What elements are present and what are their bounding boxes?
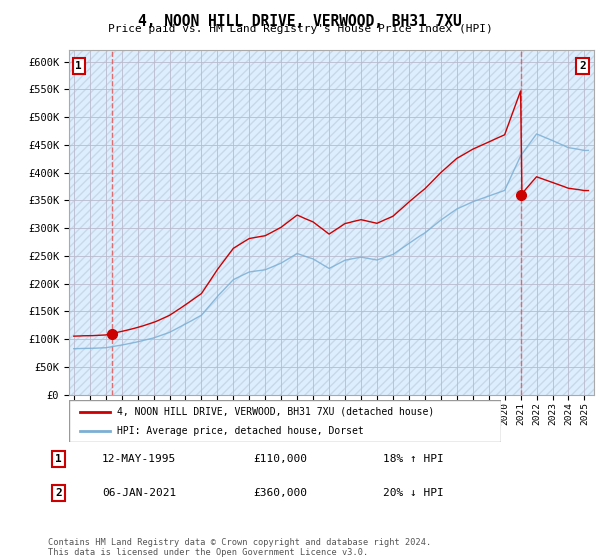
Text: 4, NOON HILL DRIVE, VERWOOD, BH31 7XU (detached house): 4, NOON HILL DRIVE, VERWOOD, BH31 7XU (d…: [116, 407, 434, 417]
Text: 18% ↑ HPI: 18% ↑ HPI: [383, 454, 443, 464]
Text: 2: 2: [55, 488, 62, 498]
Text: 1: 1: [55, 454, 62, 464]
Text: 06-JAN-2021: 06-JAN-2021: [102, 488, 176, 498]
Text: 2: 2: [579, 60, 586, 71]
Text: Contains HM Land Registry data © Crown copyright and database right 2024.
This d: Contains HM Land Registry data © Crown c…: [48, 538, 431, 557]
Text: 12-MAY-1995: 12-MAY-1995: [102, 454, 176, 464]
Text: 20% ↓ HPI: 20% ↓ HPI: [383, 488, 443, 498]
Text: 1: 1: [76, 60, 82, 71]
Text: HPI: Average price, detached house, Dorset: HPI: Average price, detached house, Dors…: [116, 426, 363, 436]
Text: £360,000: £360,000: [253, 488, 307, 498]
Text: £110,000: £110,000: [253, 454, 307, 464]
Text: 4, NOON HILL DRIVE, VERWOOD, BH31 7XU: 4, NOON HILL DRIVE, VERWOOD, BH31 7XU: [138, 14, 462, 29]
Text: Price paid vs. HM Land Registry's House Price Index (HPI): Price paid vs. HM Land Registry's House …: [107, 24, 493, 34]
FancyBboxPatch shape: [69, 400, 501, 442]
